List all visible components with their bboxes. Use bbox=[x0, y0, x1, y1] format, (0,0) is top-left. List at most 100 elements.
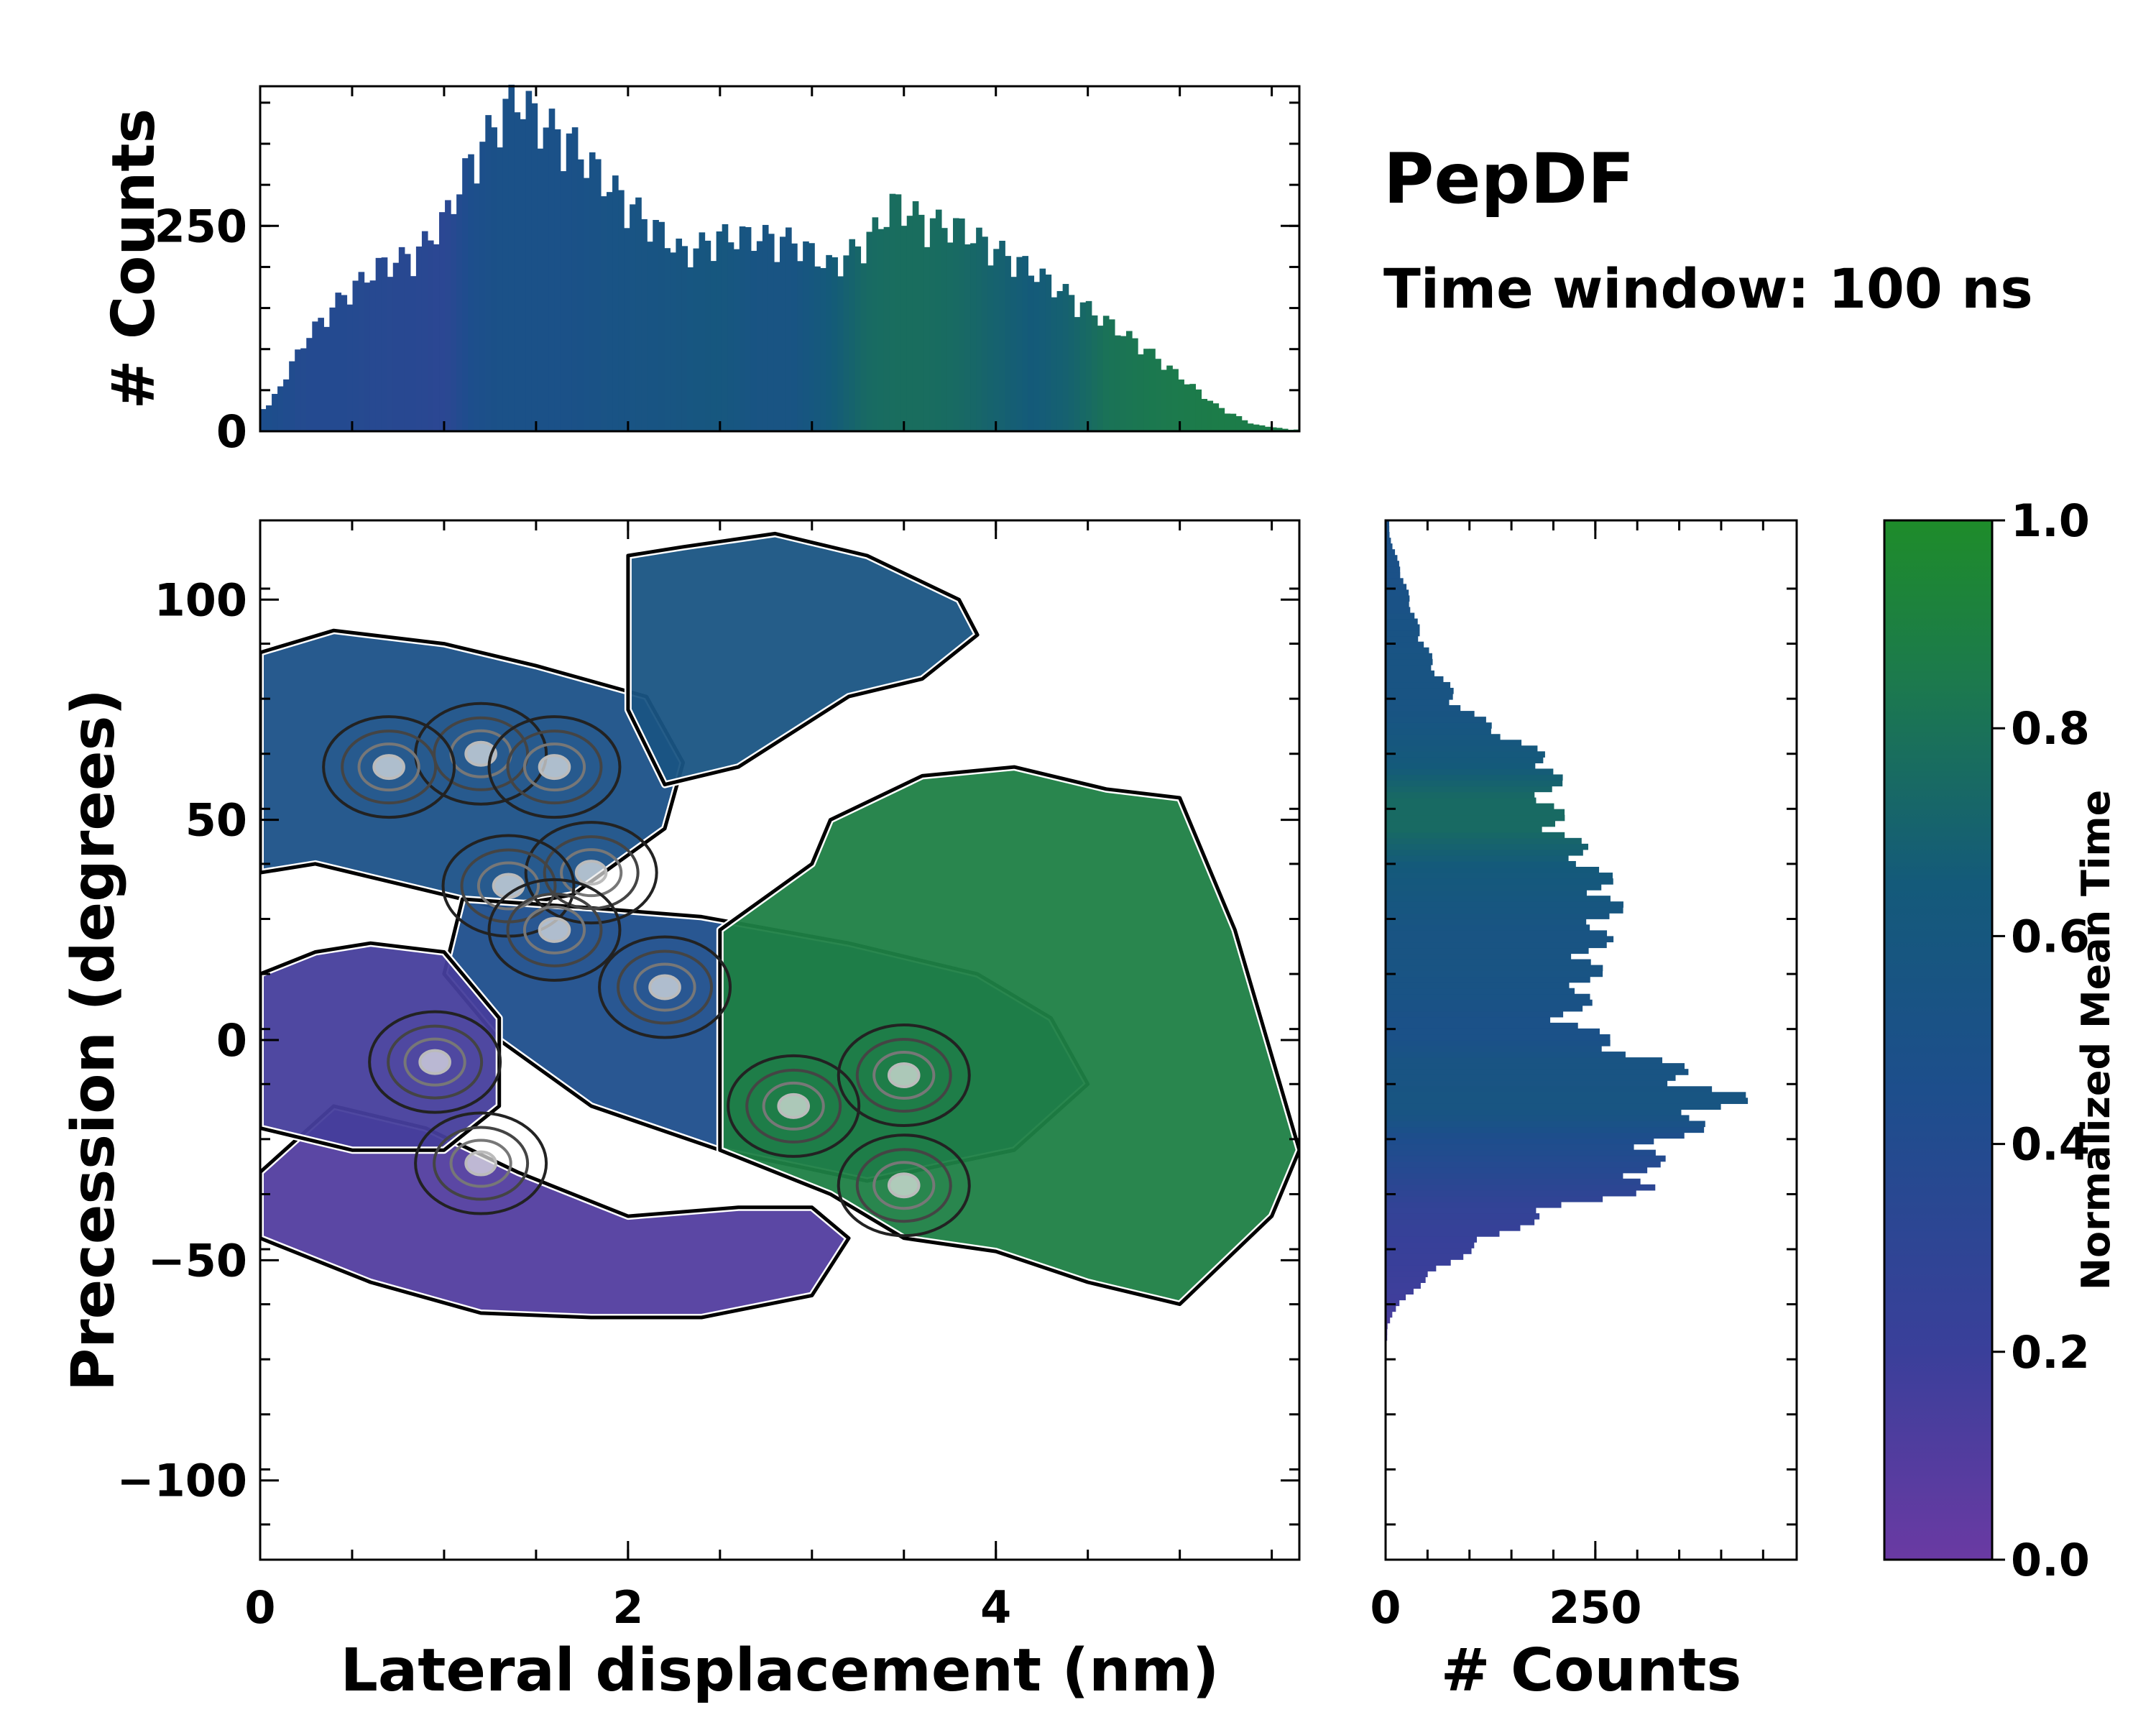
histogram-bar bbox=[1051, 297, 1058, 431]
histogram-bar bbox=[1386, 572, 1401, 579]
histogram-bar bbox=[1155, 359, 1161, 431]
contour-level bbox=[372, 754, 405, 781]
histogram-bar bbox=[1230, 413, 1237, 431]
histogram-bar bbox=[1386, 1098, 1749, 1104]
histogram-bar bbox=[1386, 670, 1434, 677]
histogram-bar bbox=[630, 204, 636, 431]
histogram-bar bbox=[1386, 1276, 1426, 1283]
histogram-bar bbox=[1386, 1265, 1437, 1271]
histogram-bar bbox=[756, 241, 763, 431]
contour-level bbox=[633, 962, 696, 1012]
histogram-bar bbox=[1386, 641, 1424, 648]
histogram-bar bbox=[999, 240, 1005, 431]
histogram-bar bbox=[1386, 566, 1401, 573]
histogram-bar bbox=[1091, 315, 1098, 431]
histogram-bar bbox=[797, 261, 803, 431]
histogram-bar bbox=[485, 115, 492, 431]
histogram-bar bbox=[1386, 1242, 1475, 1248]
histogram-bar bbox=[1074, 317, 1081, 431]
histogram-bar bbox=[1386, 959, 1591, 966]
histogram-bar bbox=[727, 242, 734, 431]
contour-level bbox=[414, 1111, 548, 1215]
histogram-bar bbox=[1386, 970, 1603, 978]
histogram-bar bbox=[415, 246, 423, 431]
histogram-bar bbox=[1386, 555, 1398, 561]
histogram-bar bbox=[1201, 399, 1208, 431]
histogram-bar bbox=[1386, 526, 1390, 533]
contour-level bbox=[727, 1054, 861, 1158]
histogram-bar bbox=[1386, 797, 1537, 804]
contour-level bbox=[745, 1068, 842, 1144]
histogram-bar bbox=[1386, 1305, 1396, 1312]
histogram-bar bbox=[375, 257, 382, 431]
contour-level bbox=[414, 702, 548, 806]
histogram-bar bbox=[1386, 532, 1390, 538]
histogram-bar bbox=[1172, 369, 1179, 431]
contour-level bbox=[357, 742, 420, 792]
top-histogram bbox=[260, 84, 1300, 432]
histogram-bar bbox=[895, 194, 902, 431]
histogram-bar bbox=[1126, 331, 1133, 431]
histogram-bar bbox=[1386, 1109, 1682, 1116]
histogram-bar bbox=[1097, 326, 1104, 431]
histogram-bar bbox=[1386, 1075, 1676, 1081]
histogram-bar bbox=[1386, 786, 1552, 793]
histogram-bar bbox=[976, 227, 982, 431]
histogram-bar bbox=[849, 239, 856, 431]
histogram-bar bbox=[826, 254, 832, 431]
histogram-bar bbox=[693, 248, 700, 431]
histogram-bar bbox=[1386, 543, 1393, 550]
histogram-bar bbox=[1386, 1317, 1391, 1324]
histogram-bar bbox=[1386, 1092, 1746, 1098]
outer-contour bbox=[260, 628, 686, 910]
histogram-bar bbox=[1143, 349, 1150, 431]
histogram-bar bbox=[1386, 774, 1563, 781]
histogram-bar bbox=[607, 192, 613, 431]
contour-level bbox=[522, 742, 586, 792]
histogram-bar bbox=[1386, 717, 1486, 723]
histogram-bar bbox=[410, 276, 417, 431]
histogram-bar bbox=[1062, 284, 1069, 431]
histogram-bar bbox=[1028, 275, 1035, 431]
histogram-bar bbox=[1264, 426, 1271, 431]
histogram-bar bbox=[1386, 884, 1602, 891]
histogram-bar bbox=[1386, 1155, 1666, 1162]
histogram-bar bbox=[1386, 1005, 1583, 1012]
histogram-bar bbox=[1386, 584, 1407, 590]
histogram-bar bbox=[1386, 982, 1570, 989]
histogram-bar bbox=[889, 193, 896, 431]
histogram-bar bbox=[964, 244, 971, 431]
histogram-bar bbox=[456, 194, 463, 431]
histogram-bar bbox=[1016, 257, 1023, 431]
y-tick-label: 50 bbox=[185, 794, 247, 847]
histogram-bar bbox=[1386, 647, 1429, 654]
histogram-bar bbox=[566, 133, 573, 431]
contour-level bbox=[487, 715, 622, 819]
histogram-bar bbox=[1386, 942, 1607, 949]
histogram-bar bbox=[318, 318, 324, 431]
histogram-bar bbox=[1386, 873, 1613, 879]
histogram-bar bbox=[1386, 728, 1491, 735]
y-tick-label: −50 bbox=[148, 1234, 247, 1287]
main-heatmap bbox=[260, 530, 1299, 1321]
histogram-bar bbox=[1039, 268, 1046, 431]
histogram-bar bbox=[993, 249, 1000, 431]
histogram-bar bbox=[1386, 1213, 1540, 1220]
right-histogram-frame bbox=[1384, 519, 1798, 1561]
histogram-bar bbox=[468, 154, 474, 431]
histogram-bar bbox=[1386, 658, 1433, 666]
density-region bbox=[624, 530, 982, 788]
histogram-bar bbox=[716, 231, 723, 431]
histogram-bar bbox=[1005, 256, 1011, 431]
contour-level bbox=[648, 974, 681, 1000]
histogram-bar bbox=[381, 257, 388, 431]
histogram-bar bbox=[1386, 1103, 1721, 1110]
colorbar-tick-label: 0.8 bbox=[2011, 702, 2090, 755]
histogram-bar bbox=[1386, 1121, 1705, 1128]
histogram-bar bbox=[1386, 1219, 1535, 1225]
x-tick-label: 0 bbox=[244, 1581, 275, 1634]
histogram-bar bbox=[1386, 901, 1623, 908]
histogram-bar bbox=[699, 232, 706, 431]
histogram-bar bbox=[658, 221, 665, 431]
main-ylabel: Precession (degrees) bbox=[60, 689, 128, 1392]
